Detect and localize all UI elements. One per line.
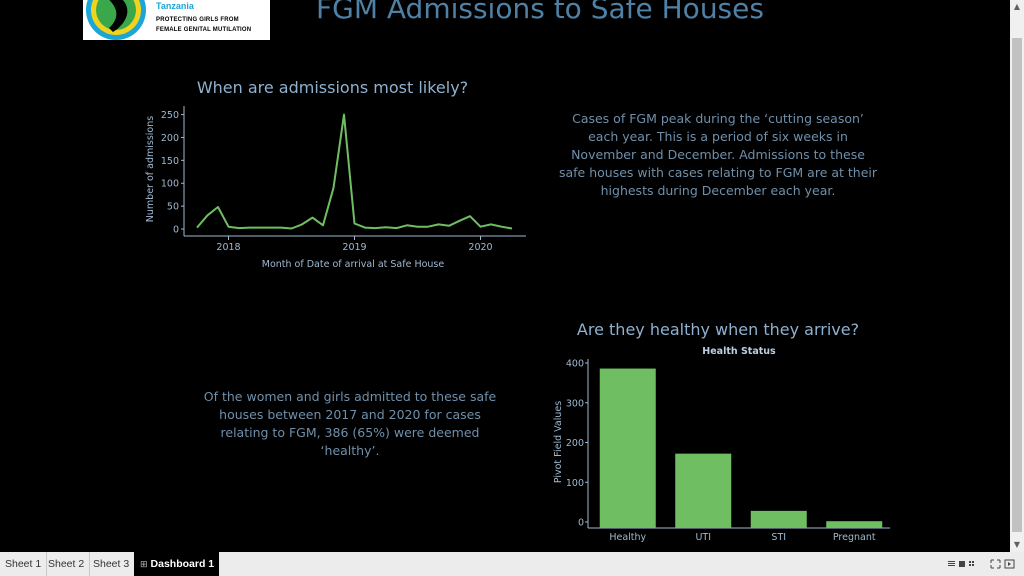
logo-country: Tanzania bbox=[156, 1, 194, 11]
line-chart-y-label: Number of admissions bbox=[145, 116, 156, 222]
line-chart-title: When are admissions most likely? bbox=[196, 78, 469, 97]
bar-chart-x-tick-label: UTI bbox=[695, 532, 711, 543]
logo: Tanzania PROTECTING GIRLS FROM FEMALE GE… bbox=[83, 0, 270, 40]
line-chart-y-tick-label: 100 bbox=[161, 179, 179, 190]
health-status-bar-chart[interactable]: Health Status 0 100 200 300 400 Healthy UTI STI… bbox=[548, 342, 898, 548]
scroll-up-icon[interactable]: ▲ bbox=[1013, 2, 1021, 11]
bar-sti[interactable] bbox=[750, 510, 807, 528]
bar-chart-title: Are they healthy when they arrive? bbox=[576, 320, 860, 339]
fit-screen-icon[interactable] bbox=[990, 559, 1001, 569]
bar-chart-y-label: Pivot Field Values bbox=[553, 401, 564, 483]
logo-line-1: PROTECTING GIRLS FROM bbox=[156, 17, 239, 23]
bar-chart-axes: 0 100 200 300 400 Healthy UTI STI Pregnant bbox=[566, 359, 890, 543]
healthy-summary-text: Of the women and girls admitted to these… bbox=[203, 389, 497, 458]
dashboard-canvas: Tanzania PROTECTING GIRLS FROM FEMALE GE… bbox=[83, 0, 898, 548]
line-chart-series[interactable] bbox=[196, 113, 513, 230]
bar-chart-y-tick-label: 400 bbox=[566, 359, 584, 370]
tab-dashboard-1[interactable]: ⊞ Dashboard 1 bbox=[134, 552, 220, 576]
scroll-thumb[interactable] bbox=[1012, 38, 1022, 532]
bar-pregnant[interactable] bbox=[826, 521, 883, 528]
grid-view-icon[interactable] bbox=[969, 561, 974, 566]
admissions-series-line[interactable] bbox=[196, 113, 513, 230]
filmstrip-view-icon[interactable] bbox=[959, 561, 965, 567]
bar-chart-y-tick-label: 100 bbox=[566, 478, 584, 489]
admissions-line-chart[interactable]: 0 50 100 150 200 250 2018 2019 2020 Month of Dat… bbox=[140, 100, 540, 275]
scroll-down-icon[interactable]: ▼ bbox=[1013, 540, 1021, 549]
line-chart-y-tick-label: 50 bbox=[167, 202, 179, 213]
line-chart-x-label: Month of Date of arrival at Safe House bbox=[262, 259, 445, 270]
page-title: FGM Admissions to Safe Houses bbox=[316, 0, 764, 25]
logo-emblem-icon bbox=[86, 0, 146, 40]
vertical-scrollbar[interactable]: ▲ ▼ bbox=[1010, 0, 1024, 552]
tab-sheet-3[interactable]: Sheet 3 bbox=[88, 552, 136, 576]
tab-sheet-1[interactable]: Sheet 1 bbox=[0, 552, 48, 576]
logo-line-2: FEMALE GENITAL MUTILATION bbox=[156, 27, 252, 33]
tab-dashboard-label: Dashboard 1 bbox=[150, 558, 215, 570]
cutting-season-text: Cases of FGM peak during the ‘cutting se… bbox=[558, 111, 878, 198]
view-controls-icons bbox=[948, 559, 1015, 569]
bar-chart-heading: Health Status bbox=[702, 346, 776, 357]
line-chart-x-tick-label: 2018 bbox=[216, 242, 240, 253]
line-chart-x-tick-label: 2020 bbox=[468, 242, 492, 253]
list-view-icon[interactable] bbox=[948, 561, 955, 566]
line-chart-x-tick-label: 2019 bbox=[342, 242, 366, 253]
line-chart-axes: 0 50 100 150 200 250 2018 2019 2020 bbox=[161, 106, 526, 253]
bar-chart-x-tick-label: Pregnant bbox=[833, 532, 876, 543]
line-chart-y-tick-label: 0 bbox=[173, 225, 179, 236]
bar-chart-y-tick-label: 0 bbox=[578, 518, 584, 529]
line-chart-y-tick-label: 200 bbox=[161, 133, 179, 144]
bar-chart-bars[interactable] bbox=[599, 368, 883, 528]
line-chart-y-tick-label: 150 bbox=[161, 156, 179, 167]
bar-chart-y-tick-label: 300 bbox=[566, 398, 584, 409]
bar-chart-x-tick-label: STI bbox=[771, 532, 786, 543]
sheet-tab-bar: Sheet 1 Sheet 2 Sheet 3 ⊞ Dashboard 1 bbox=[0, 552, 1024, 576]
present-mode-icon[interactable] bbox=[1004, 559, 1015, 569]
bar-uti[interactable] bbox=[675, 453, 732, 528]
bar-chart-x-tick-label: Healthy bbox=[609, 532, 646, 543]
bar-chart-y-tick-label: 200 bbox=[566, 438, 584, 449]
line-chart-y-tick-label: 250 bbox=[161, 110, 179, 121]
dashboard-icon: ⊞ bbox=[140, 559, 148, 569]
tab-sheet-2[interactable]: Sheet 2 bbox=[43, 552, 91, 576]
bar-healthy[interactable] bbox=[599, 368, 656, 528]
